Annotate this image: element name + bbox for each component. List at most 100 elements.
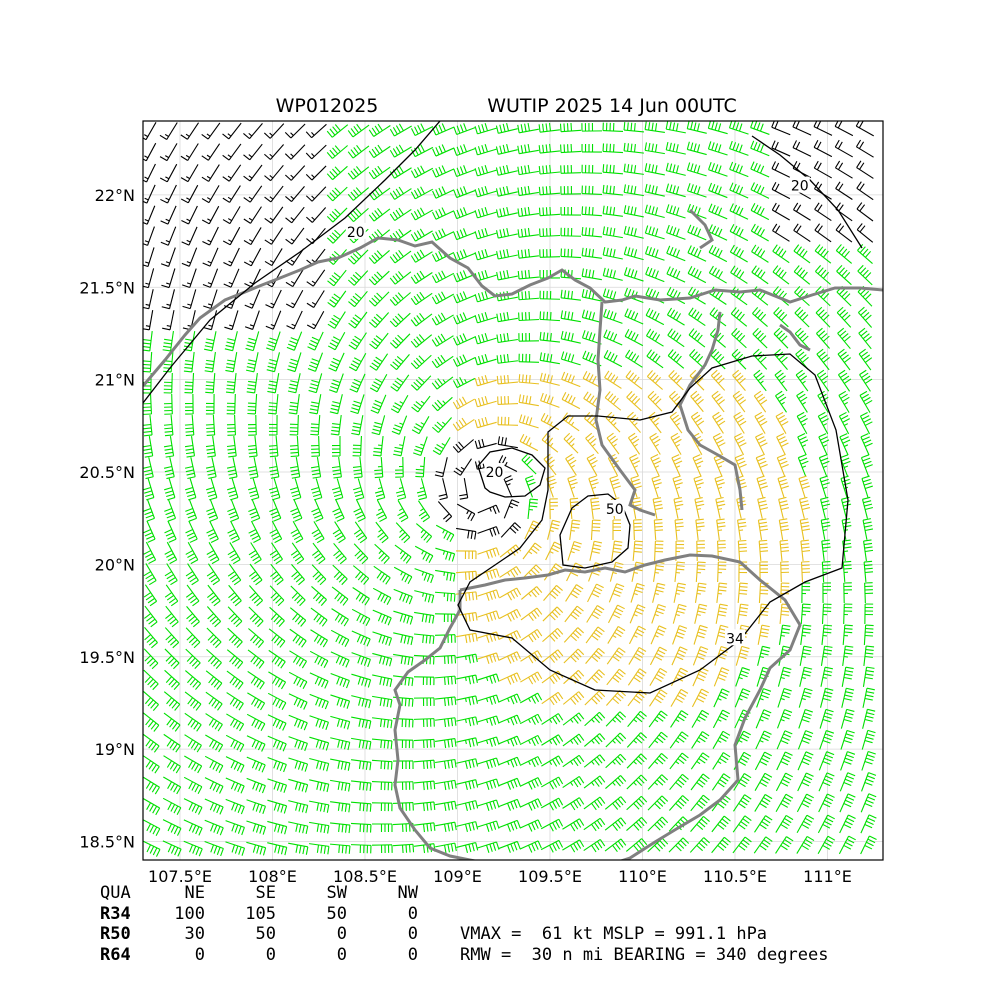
wind-barb	[752, 327, 768, 349]
wind-barb	[835, 244, 853, 264]
wind-barb	[143, 310, 154, 331]
wind-barb	[695, 518, 705, 540]
wind-barb	[517, 290, 540, 301]
wind-barb	[185, 670, 202, 690]
wind-barb	[435, 800, 457, 812]
wind-barb	[264, 206, 284, 224]
wind-barb	[817, 411, 829, 435]
wind-barb	[754, 794, 773, 812]
wind-barb	[519, 798, 542, 811]
wind-barb	[650, 625, 667, 645]
wind-barb	[859, 369, 873, 392]
wind-barb	[165, 605, 179, 628]
wind-barb	[350, 801, 372, 812]
wind-barb	[818, 772, 835, 792]
wind-barb	[839, 772, 856, 792]
wind-barb	[143, 414, 153, 437]
wind-barb	[652, 582, 666, 603]
wind-barb	[414, 590, 435, 604]
wind-barb	[626, 753, 648, 769]
wind-barb	[672, 625, 688, 645]
wind-barb	[456, 674, 478, 685]
radii-cell: 50	[327, 904, 347, 924]
wind-barb	[181, 247, 198, 267]
wind-barb	[227, 627, 243, 649]
wind-barb	[819, 730, 835, 750]
wind-barb	[560, 310, 581, 323]
wind-barb	[309, 394, 322, 415]
y-tick-label: 20.5°N	[79, 463, 135, 482]
wind-barb	[268, 435, 279, 458]
wind-barb	[243, 143, 263, 161]
wind-barb	[816, 369, 830, 392]
contour-label-bg	[725, 629, 745, 646]
wind-barb	[201, 205, 220, 225]
wind-barb	[840, 475, 851, 498]
radii-cell: 105	[245, 904, 276, 924]
contour-label: 50	[606, 502, 624, 518]
wind-barb	[517, 143, 539, 155]
wind-barb	[326, 228, 348, 244]
wind-barb	[269, 606, 285, 628]
wind-barb	[560, 227, 582, 237]
wind-barb	[474, 396, 497, 408]
wind-barb	[730, 265, 748, 284]
wind-barb	[394, 544, 412, 564]
wind-barb	[816, 327, 830, 349]
wind-barb	[477, 694, 500, 705]
wind-barb	[498, 756, 521, 768]
wind-barb	[456, 503, 476, 522]
wind-barb	[602, 143, 624, 154]
wind-barb	[565, 453, 577, 476]
wind-barb	[331, 457, 342, 479]
wind-barb	[496, 227, 518, 239]
wind-barb	[227, 520, 240, 543]
wind-barb	[586, 453, 598, 476]
wind-barb	[858, 327, 872, 350]
wind-barb	[611, 540, 623, 561]
wind-barb	[390, 374, 410, 392]
wind-barb	[417, 500, 431, 523]
wind-barb	[247, 670, 265, 690]
wind-barb	[648, 710, 668, 728]
wind-barb	[143, 226, 155, 246]
wind-barb	[414, 545, 434, 564]
wind-barb	[415, 456, 426, 478]
wind-barb	[435, 738, 457, 749]
wind-barb	[582, 371, 602, 389]
wind-barb	[542, 627, 564, 643]
wind-barb	[264, 227, 283, 245]
wind-barb	[163, 691, 181, 711]
wind-barb	[818, 793, 835, 813]
wind-barb	[437, 501, 453, 523]
x-tick-label: 109.5°E	[518, 867, 582, 886]
wind-barb	[397, 500, 409, 523]
wind-barb	[183, 819, 203, 836]
wind-barb	[671, 454, 683, 477]
wind-barb	[797, 751, 814, 771]
wind-barb	[143, 499, 155, 522]
wind-barb	[310, 629, 328, 648]
wind-barb	[286, 310, 303, 330]
wind-barb	[821, 560, 831, 583]
wind-barb	[775, 390, 787, 413]
wind-barb	[311, 542, 326, 565]
wind-barb	[434, 696, 457, 707]
wind-barb	[674, 518, 684, 541]
wind-barb	[245, 331, 260, 352]
x-tick-label: 110°E	[618, 867, 667, 886]
wind-barb	[538, 143, 560, 154]
wind-barb	[143, 754, 160, 774]
wind-barb	[517, 227, 539, 238]
wind-barb	[496, 332, 518, 344]
wind-barb	[729, 161, 749, 178]
wind-barb	[731, 348, 747, 370]
wind-barb	[797, 772, 814, 792]
wind-barb	[453, 186, 476, 199]
contour-20-northeast	[751, 135, 863, 249]
wind-barb	[497, 416, 519, 426]
wind-barb	[796, 814, 815, 833]
wind-barb	[665, 183, 686, 198]
wind-barb	[665, 141, 686, 155]
wind-barb	[712, 411, 726, 434]
